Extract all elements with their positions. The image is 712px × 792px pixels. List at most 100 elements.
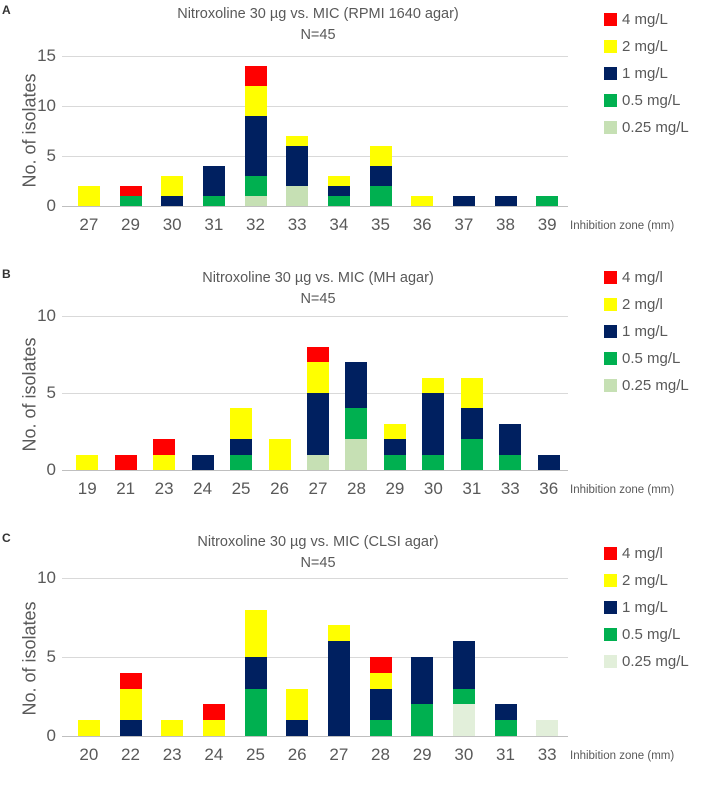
x-tick-label: 30 [454,745,474,764]
legend-item: 4 mg/L [604,6,689,33]
legend-label: 2 mg/L [622,572,668,589]
bar-segment [494,196,517,206]
legend-swatch-icon [604,40,617,53]
bar-segment [202,720,225,736]
legend-swatch-icon [604,628,617,641]
bar-segment [202,166,225,196]
x-tick-label: 23 [162,745,182,764]
panel-label: A [2,3,11,17]
bar-segment [327,176,350,186]
legend-item: 0.5 mg/L [604,621,689,648]
x-tick-label: 28 [371,745,390,764]
legend-item: 0.25 mg/L [604,648,689,675]
bar-segment [536,196,559,206]
bar-segment [114,454,137,470]
x-axis-line [62,206,568,207]
bar-segment [383,423,406,440]
bar-segment [244,196,267,206]
x-tick-label: 33 [287,215,307,234]
x-tick-label: 26 [270,479,289,498]
y-tick-label: 5 [46,383,56,402]
bar-segment [244,66,267,86]
bar-segment [369,146,392,166]
gridline [62,156,568,157]
y-tick-label: 5 [46,647,56,666]
x-tick-label: 33 [537,745,557,764]
x-tick-label: 19 [77,479,97,498]
legend-swatch-icon [604,379,617,392]
bar-segment [286,688,309,721]
panel-label: C [2,531,11,545]
legend-swatch-icon [604,94,617,107]
legend-swatch-icon [604,298,617,311]
chart-title: Nitroxoline 30 µg vs. MIC (RPMI 1640 aga… [177,6,459,22]
bar-segment [345,408,368,440]
bar-segment [230,408,253,440]
x-tick-label: 33 [500,479,520,498]
bar-segment [202,704,225,721]
bar-segment [77,186,100,206]
y-tick-label: 0 [46,726,56,745]
legend-item: 4 mg/l [604,264,689,291]
bar-segment [307,454,329,470]
x-tick-label: 34 [329,215,349,234]
panel-a: A Nitroxoline 30 µg vs. MIC (RPMI 1640 a… [0,0,712,264]
legend-label: 1 mg/L [622,599,668,616]
legend-label: 0.25 mg/L [622,377,689,394]
bar-segment [76,454,99,470]
legend-swatch-icon [604,67,617,80]
legend-label: 2 mg/l [622,296,663,313]
bar-segment [327,625,350,642]
x-tick-label: 22 [121,745,140,764]
legend-item: 2 mg/L [604,567,689,594]
bar-segment [119,720,142,736]
legend-label: 0.5 mg/L [622,92,681,109]
x-tick-label: 30 [162,215,182,234]
x-axis-title: Inhibition zone (mm) [570,750,675,762]
panel-b: B Nitroxoline 30 µg vs. MIC (MH agar) N=… [0,264,712,528]
bar-segment [244,176,267,196]
bar-segment [161,196,184,206]
legend-swatch-icon [604,121,617,134]
bar-segment [383,439,406,455]
legend-swatch-icon [604,352,617,365]
x-tick-label: 39 [537,215,557,234]
gridline [62,316,568,317]
legend-item: 2 mg/L [604,33,689,60]
legend-swatch-icon [604,271,617,284]
legend-label: 4 mg/l [622,269,663,286]
bar-segment [286,136,309,146]
legend-item: 0.5 mg/L [604,345,689,372]
legend-item: 0.5 mg/L [604,87,689,114]
y-tick-label: 0 [46,196,56,215]
legend-item: 1 mg/L [604,60,689,87]
bar-segment [230,454,253,470]
legend-swatch-icon [604,325,617,338]
x-tick-label: 25 [231,479,251,498]
legend-item: 1 mg/L [604,594,689,621]
bar-segment [153,454,176,470]
bar-segment [161,176,184,196]
bar-segment [119,672,142,689]
bar-segment [244,116,267,176]
bar-segment [452,196,475,206]
legend-swatch-icon [604,574,617,587]
y-tick-label: 10 [37,568,56,587]
gridline [62,578,568,579]
x-tick-label: 21 [116,479,136,498]
bar-segment [244,657,267,689]
x-tick-label: 35 [371,215,390,234]
x-tick-label: 31 [204,215,224,234]
x-axis-line [62,470,568,471]
x-tick-label: 36 [412,215,432,234]
bar-segment [286,720,309,736]
chart-subtitle: N=45 [300,27,336,43]
legend-label: 0.5 mg/L [622,350,681,367]
legend-swatch-icon [604,601,617,614]
bar-segment [369,688,392,721]
x-tick-label: 27 [329,745,349,764]
bar-segment [161,720,184,736]
bar-segment [537,454,560,470]
x-tick-label: 37 [454,215,474,234]
bar-segment [460,439,483,470]
